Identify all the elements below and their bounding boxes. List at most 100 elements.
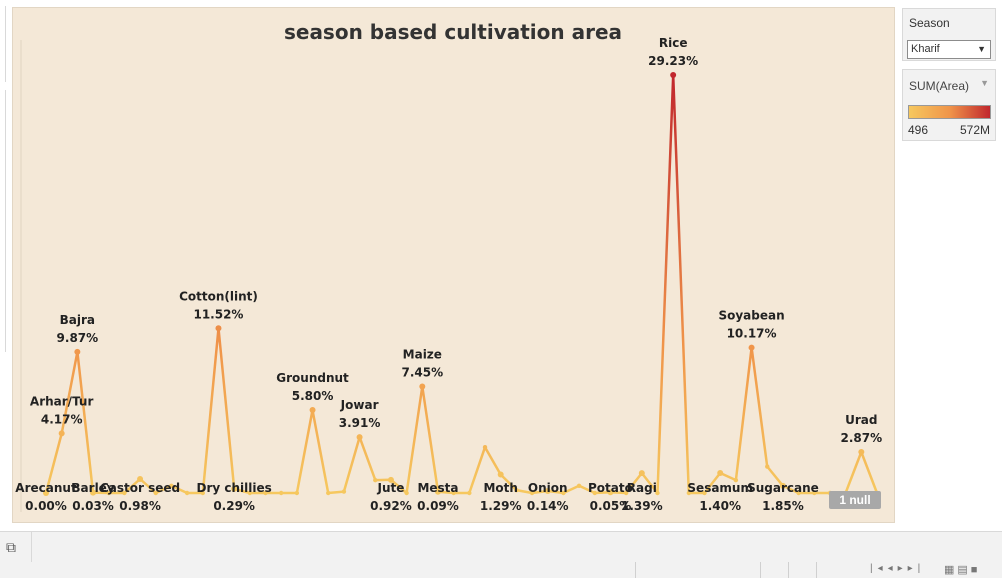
point-value-label: 0.09% — [417, 499, 459, 513]
divider — [635, 562, 636, 578]
point-category-label: Sesamum — [687, 481, 753, 495]
data-point[interactable] — [434, 488, 441, 495]
data-point[interactable] — [58, 430, 65, 437]
point-category-label: Sugarcane — [747, 481, 819, 495]
data-point[interactable] — [702, 490, 707, 496]
data-point[interactable] — [169, 483, 174, 489]
data-point[interactable] — [779, 482, 786, 489]
point-category-label: Castor seed — [100, 481, 180, 495]
data-point[interactable] — [733, 477, 739, 483]
data-point[interactable] — [544, 487, 551, 494]
data-point[interactable] — [137, 475, 144, 482]
data-point[interactable] — [419, 383, 426, 390]
point-value-label: 11.52% — [193, 307, 243, 321]
data-point[interactable] — [309, 407, 316, 414]
data-point[interactable] — [497, 471, 504, 478]
point-category-label: Arhar/Tur — [30, 394, 94, 408]
chevron-down-icon[interactable]: ▼ — [977, 44, 986, 54]
data-point[interactable] — [404, 490, 409, 496]
point-category-label: Moth — [483, 481, 517, 495]
point-category-label: Onion — [528, 481, 568, 495]
point-category-label: Urad — [845, 413, 877, 427]
data-point[interactable] — [796, 490, 801, 496]
data-point[interactable] — [514, 487, 519, 493]
data-point[interactable] — [294, 490, 300, 496]
point-value-label: 1.39% — [621, 499, 663, 513]
sheet-tab-bar: ⧉ — [0, 531, 1002, 563]
data-point[interactable] — [122, 490, 127, 496]
point-category-label: Rice — [659, 36, 688, 50]
data-point[interactable] — [215, 325, 222, 332]
legend-max-label: 572M — [959, 123, 990, 137]
status-bar: |◂◂▸▸| ▦▤■ — [0, 562, 1002, 578]
data-point[interactable] — [451, 490, 456, 496]
data-point[interactable] — [717, 469, 724, 476]
data-point[interactable] — [278, 490, 284, 496]
data-point[interactable] — [231, 485, 238, 492]
sheet-navigation-icons[interactable]: |◂◂▸▸| — [870, 563, 926, 574]
data-point[interactable] — [592, 490, 597, 496]
data-point[interactable] — [106, 490, 111, 496]
legend-menu-icon[interactable]: ▼ — [980, 78, 989, 88]
data-point[interactable] — [812, 490, 817, 496]
season-filter-card: Season Kharif ▼ — [902, 8, 996, 61]
data-point[interactable] — [467, 490, 472, 496]
point-category-label: Potato — [588, 481, 633, 495]
point-value-label: 1.85% — [762, 499, 804, 513]
point-value-label: 0.14% — [527, 499, 569, 513]
point-category-label: Dry chillies — [197, 481, 272, 495]
data-point[interactable] — [858, 448, 865, 455]
point-category-label: Mesta — [417, 481, 458, 495]
data-point[interactable] — [387, 476, 394, 483]
legend-min-label: 496 — [908, 123, 929, 137]
series-line — [44, 73, 879, 495]
data-point[interactable] — [153, 490, 158, 496]
data-point[interactable] — [247, 490, 253, 496]
data-point[interactable] — [326, 490, 331, 496]
point-category-label: Barley — [71, 481, 114, 495]
data-point[interactable] — [341, 489, 347, 494]
new-sheet-icon[interactable]: ⧉ — [6, 539, 16, 555]
point-value-label: 2.87% — [841, 431, 883, 445]
null-indicator-badge[interactable]: 1 null — [829, 491, 881, 509]
data-point[interactable] — [482, 445, 488, 450]
point-value-label: 9.87% — [57, 331, 99, 345]
color-legend-card: SUM(Area) ▼ 496 572M — [902, 69, 996, 141]
point-category-label: Jowar — [340, 398, 379, 412]
data-point[interactable] — [263, 490, 268, 496]
data-point[interactable] — [90, 489, 97, 496]
dropdown-selected-value: Kharif — [911, 43, 940, 55]
left-panel-edge — [0, 6, 6, 82]
point-category-label: Ragi — [627, 481, 657, 495]
data-point[interactable] — [623, 490, 629, 496]
data-point[interactable] — [200, 490, 205, 496]
labels-layer: Arecanut 0.00% Arhar/Tur 4.17% Bajra 9.87% Bar… — [15, 36, 882, 513]
view-mode-icons[interactable]: ▦▤■ — [944, 564, 981, 576]
data-point[interactable] — [184, 490, 190, 496]
filter-title: Season — [909, 16, 950, 30]
point-category-label: Jute — [376, 481, 404, 495]
data-point[interactable] — [356, 434, 363, 441]
data-point[interactable] — [373, 477, 378, 483]
data-point[interactable] — [43, 490, 49, 496]
data-point[interactable] — [670, 72, 677, 78]
point-value-label: 1.40% — [699, 499, 741, 513]
data-point[interactable] — [765, 464, 770, 469]
data-point[interactable] — [74, 348, 81, 355]
data-point[interactable] — [529, 490, 535, 496]
point-value-label: 1.29% — [480, 499, 522, 513]
data-point[interactable] — [748, 344, 755, 351]
data-point[interactable] — [561, 490, 566, 496]
point-category-label: Bajra — [60, 313, 95, 327]
divider — [760, 562, 761, 578]
point-value-label: 29.23% — [648, 54, 698, 68]
data-point[interactable] — [607, 489, 614, 496]
data-point[interactable] — [638, 470, 645, 477]
data-point[interactable] — [686, 490, 692, 496]
data-point[interactable] — [576, 483, 582, 489]
data-point[interactable] — [655, 490, 660, 496]
season-dropdown[interactable]: Kharif ▼ — [907, 40, 991, 59]
legend-title: SUM(Area) — [909, 79, 970, 93]
point-value-label: 0.98% — [119, 499, 161, 513]
